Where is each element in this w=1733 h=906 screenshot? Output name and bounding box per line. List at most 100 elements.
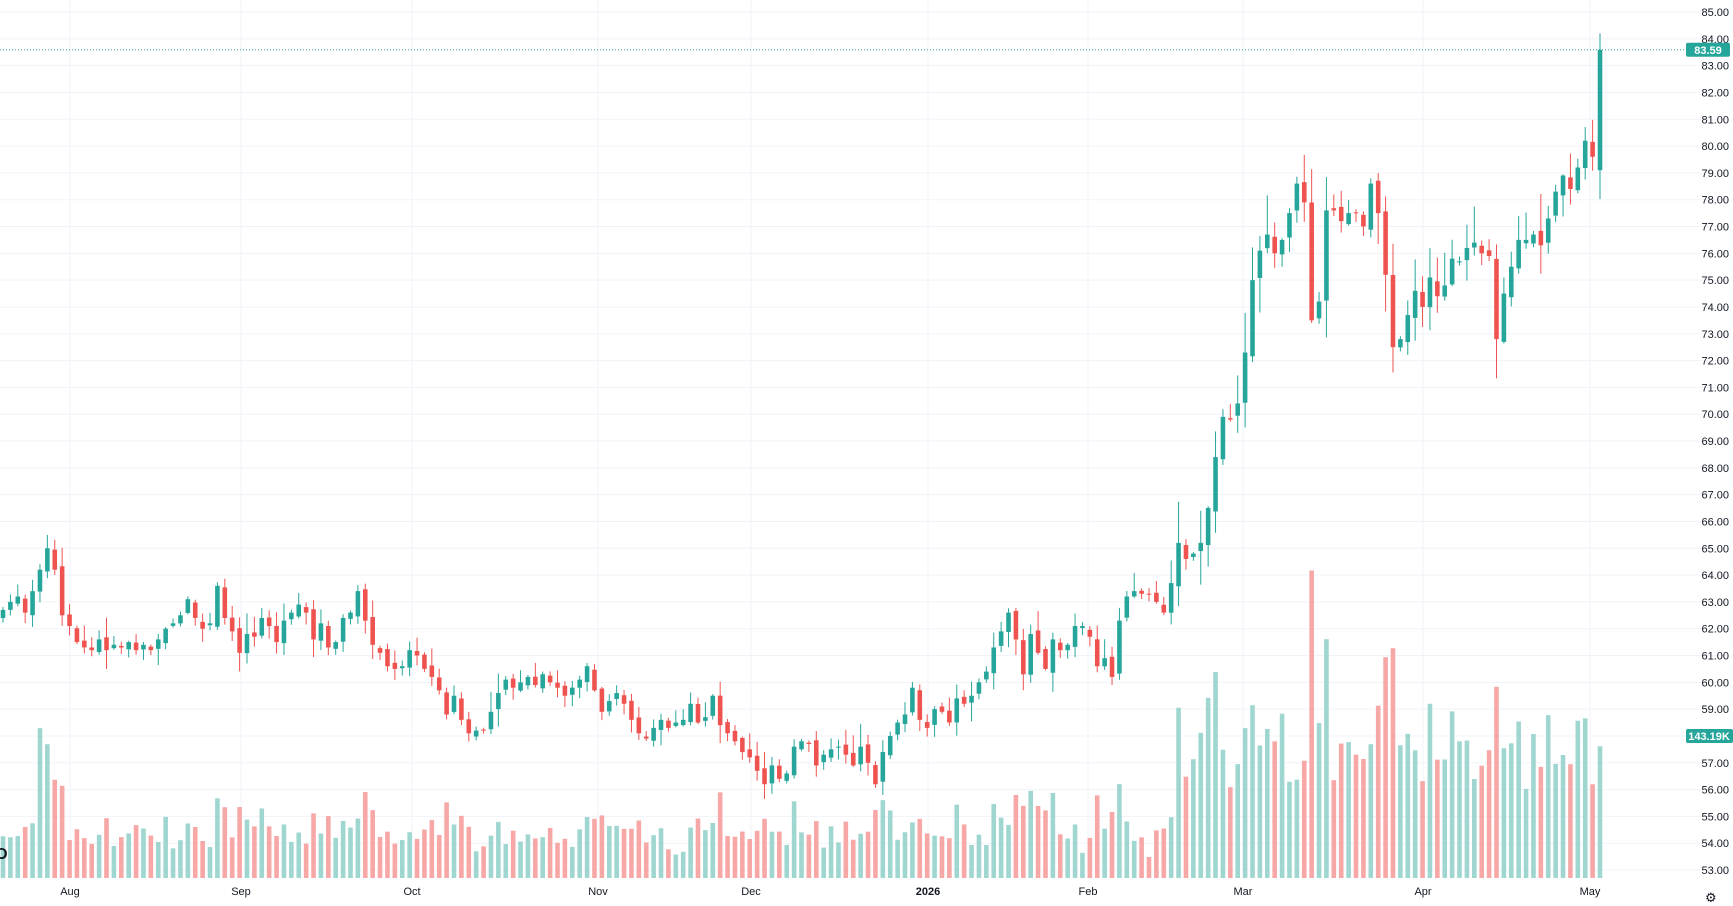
volume-bar [392,843,398,878]
last-volume-tag: 143.19K [1686,729,1733,743]
volume-bar [577,829,582,878]
volume-bar [821,847,826,878]
time-axis[interactable]: Aug Sep Oct Nov Dec 2026 Feb Mar Apr May [60,886,1601,898]
candle [710,694,716,720]
candle [281,603,287,655]
volume-bar [1553,763,1558,878]
volume-bar [614,825,619,878]
candle [1279,238,1285,267]
volume-bar [407,832,412,878]
volume-bar [1427,703,1433,878]
volume-bar [1035,805,1041,878]
candle [1131,572,1137,598]
volume-bar [1523,788,1529,878]
volume-bar [414,838,420,878]
candle [562,681,568,708]
volume-bar [1094,795,1100,878]
volume-bar [1279,713,1285,878]
volume-bar [1102,828,1107,878]
volume-bar [725,836,730,878]
volume-bar [362,792,368,878]
candle [163,627,168,650]
volume-bar [1161,828,1167,878]
candle [1228,404,1233,422]
volume-bar [1516,721,1521,878]
volume-bar [1545,715,1551,878]
candle [1331,194,1337,217]
x-tick-label: 2026 [916,886,940,898]
candle [126,640,131,658]
candle [1035,611,1041,655]
candle [1087,626,1093,647]
candle [22,594,28,624]
candle [540,671,546,693]
candle [1545,205,1551,254]
y-tick-label: 67.00 [1701,490,1729,502]
price-axis[interactable]: 53.0054.0055.0056.0057.0058.0059.0060.00… [1701,7,1729,877]
candle [481,727,486,734]
volume-bar [1154,830,1159,878]
candle [1013,607,1019,656]
candle [880,740,886,795]
y-tick-label: 70.00 [1701,409,1729,421]
volume-bar [178,840,183,878]
candle [311,600,316,658]
volume-bar [37,728,43,878]
candle [185,596,191,615]
candle [1553,184,1558,223]
candle [799,738,804,752]
candle [836,739,841,760]
candle [355,584,361,624]
candle [30,579,35,627]
volume-bar [1405,733,1411,878]
candle [1538,193,1544,274]
volume-bar [318,833,324,878]
volume-bar [606,826,612,878]
y-tick-label: 59.00 [1701,704,1729,716]
volume-bar [1568,764,1573,878]
candle [451,685,457,715]
candle [873,761,878,788]
candle [459,692,464,726]
volume-bar [1412,750,1418,878]
volume-bar [621,828,627,878]
volume-bar [237,807,242,878]
y-tick-label: 55.00 [1701,811,1729,823]
candle [1235,375,1241,433]
candle [740,736,745,760]
settings-icon[interactable]: ⚙ [1705,890,1717,905]
candle [850,735,856,767]
candle [895,719,900,741]
candle [570,680,575,707]
volume-bar [1021,805,1026,878]
volume-bar [1457,741,1462,878]
volume-bar [481,846,486,878]
volume-bar [1146,856,1152,878]
volume-bar [1139,837,1144,878]
volume-bar [1198,732,1204,878]
candle [133,634,139,655]
volume-bar [917,818,923,878]
volume-bar [451,824,457,878]
volume-bar [1087,837,1093,878]
candle [791,739,797,779]
y-tick-label: 74.00 [1701,302,1729,314]
candle [821,750,826,770]
volume-bar [540,837,546,878]
candle [1479,240,1484,266]
candle [1390,243,1396,373]
x-tick-label: May [1580,886,1601,898]
volume-bar [1508,743,1514,878]
volume-bar [89,843,95,878]
y-tick-label: 54.00 [1701,838,1729,850]
candle [584,663,590,692]
candle [1109,646,1115,685]
volume-bar [1309,570,1314,878]
candle [429,648,435,686]
candle [577,675,582,699]
volume-bar [274,836,279,878]
candle [680,709,686,727]
volume-bar [1287,781,1292,878]
volume-bar [680,851,686,878]
